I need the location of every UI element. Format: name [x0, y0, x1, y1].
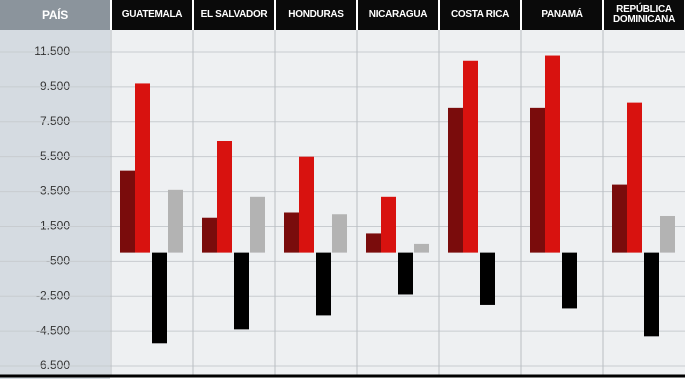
plot-area	[110, 30, 685, 375]
category-header: COSTA RICA	[440, 0, 520, 30]
bar	[332, 214, 347, 253]
bar	[398, 252, 413, 295]
y-tick-label: 3.500	[40, 184, 70, 198]
bar	[168, 189, 183, 253]
x-label: PAÍS	[0, 0, 110, 30]
category-header: PANAMÁ	[522, 0, 602, 30]
bar	[202, 217, 217, 253]
bar	[545, 55, 560, 253]
bar	[660, 215, 675, 253]
bar	[448, 107, 463, 253]
bar	[152, 252, 167, 344]
axis-column	[0, 0, 110, 379]
bar	[250, 196, 265, 253]
category-header: HONDURAS	[276, 0, 356, 30]
y-tick-label: 1.500	[40, 219, 70, 233]
bar	[612, 184, 627, 253]
bar	[414, 243, 429, 253]
y-tick-label: -6.500	[36, 358, 70, 372]
bar	[562, 252, 577, 309]
bar	[480, 252, 495, 305]
y-tick-label: 5.500	[40, 149, 70, 163]
y-tick-label: -4.500	[36, 323, 70, 337]
category-header: REPÚBLICA DOMINICANA	[604, 0, 684, 30]
category-header: GUATEMALA	[112, 0, 192, 30]
bar	[627, 102, 642, 253]
bar	[366, 233, 381, 253]
category-header: NICARAGUA	[358, 0, 438, 30]
bar	[217, 140, 232, 253]
bar	[644, 252, 659, 337]
y-tick-label: -2.500	[36, 288, 70, 302]
y-tick-label: 11.500	[34, 44, 70, 58]
category-header: EL SALVADOR	[194, 0, 274, 30]
bar	[120, 170, 135, 253]
bar	[135, 83, 150, 253]
y-tick-label: 9.500	[40, 79, 70, 93]
bar	[463, 60, 478, 253]
bar	[316, 252, 331, 316]
bar	[299, 156, 314, 253]
bar	[234, 252, 249, 330]
bar	[530, 107, 545, 253]
y-tick-label: -500	[46, 254, 70, 268]
bar	[284, 212, 299, 253]
y-tick-label: 7.500	[40, 114, 70, 128]
bar	[381, 196, 396, 253]
